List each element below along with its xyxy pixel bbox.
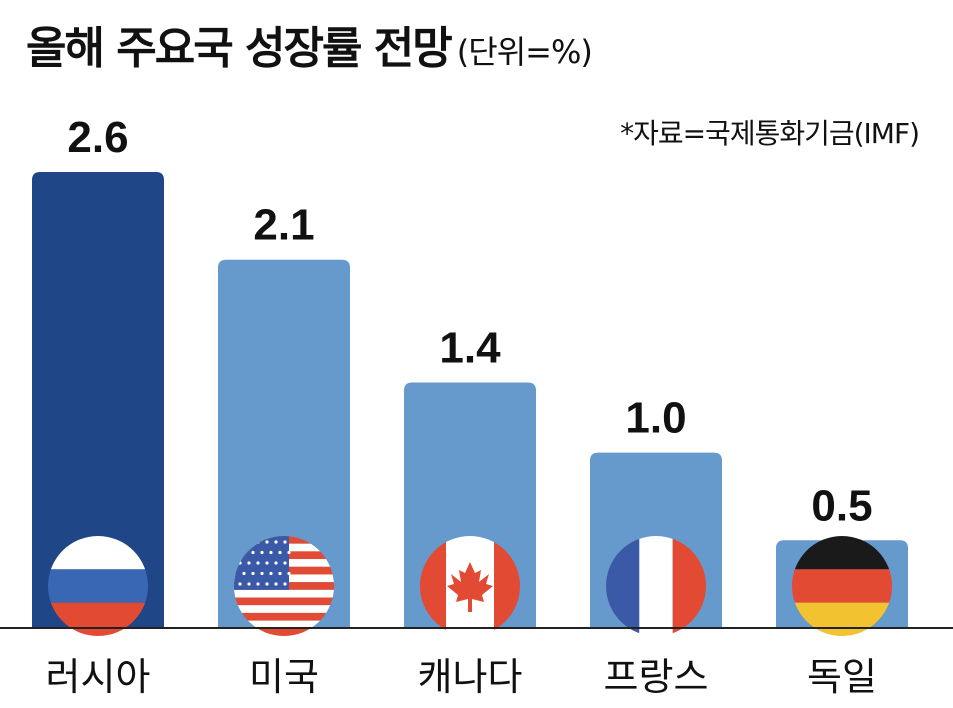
canada-flag-icon <box>420 536 520 636</box>
chart-title: 올해 주요국 성장률 전망 <box>26 23 453 74</box>
bar-2 <box>218 259 350 628</box>
bar-1 <box>32 172 164 628</box>
category-label-2: 미국 <box>249 655 319 699</box>
category-label-4: 프랑스 <box>604 655 709 699</box>
value-label-1: 2.6 <box>67 113 128 162</box>
category-label-5: 독일 <box>807 655 877 699</box>
value-label-5: 0.5 <box>811 481 872 530</box>
unit-label: (단위=%) <box>456 33 593 71</box>
value-label-3: 1.4 <box>439 323 501 372</box>
russia-flag-icon <box>48 536 148 636</box>
value-label-2: 2.1 <box>253 201 314 250</box>
category-label-3: 캐나다 <box>418 655 523 699</box>
category-label-1: 러시아 <box>46 655 151 699</box>
title-row: 올해 주요국 성장률 전망 (단위=%) <box>26 12 593 76</box>
france-flag-icon <box>606 536 706 636</box>
source-note: *자료=국제통화기금(IMF) <box>620 117 920 150</box>
usa-flag-icon <box>234 536 334 636</box>
germany-flag-icon <box>792 536 892 636</box>
value-label-4: 1.0 <box>625 394 686 443</box>
